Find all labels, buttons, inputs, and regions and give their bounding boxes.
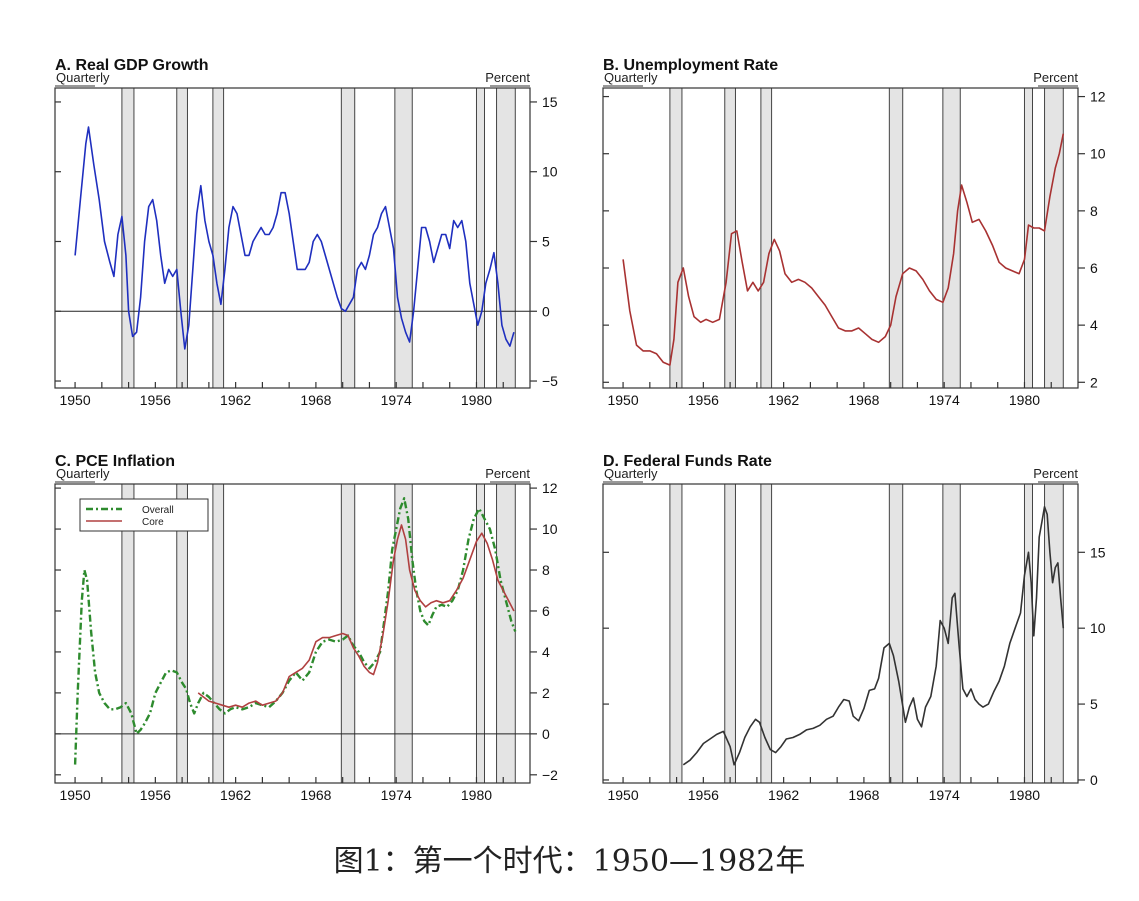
recession-band [942,87,961,389]
x-tick-label: 1980 [1009,392,1040,408]
plot-frame [602,87,1079,389]
panel-subtitle: Quarterly [604,466,658,481]
x-tick-label: 1974 [381,392,412,408]
panel-title: C. PCE Inflation [55,453,175,470]
x-tick-label: 1950 [59,787,90,803]
series-line-overall [73,497,517,765]
y-tick-label: 0 [1090,772,1098,788]
x-tick-label: 1950 [607,392,638,408]
x-tick-label: 1956 [688,787,719,803]
plot-frame [54,87,531,389]
panel-c-pce-inflation: 1950 1956 1962 1968 1974 1980 −2 0 2 4 6 8 10 12 C. PC… [54,453,558,803]
y-tick-label: 4 [542,644,550,660]
x-tick-label: 1968 [848,787,879,803]
panel-b-unemployment-rate: 1950 1956 1962 1968 1974 1980 2 4 6 8 10 12 B. Unemp… [602,57,1106,408]
units-label: Percent [1033,70,1078,85]
x-tick-label: 1962 [220,787,251,803]
x-tick-label: 1950 [607,787,638,803]
x-tick-label: 1956 [140,787,171,803]
y-tick-label: 10 [542,164,558,180]
recession-band [669,87,683,389]
x-tick-label: 1956 [688,392,719,408]
y-tick-label: −5 [542,373,558,389]
x-tick-label: 1974 [381,787,412,803]
recession-band [888,483,904,784]
y-tick-label: 15 [1090,544,1106,560]
x-tick-label: 1950 [59,392,90,408]
y-tick-label: 8 [542,562,550,578]
panel-title: D. Federal Funds Rate [603,453,772,470]
recession-band [760,87,773,389]
recession-band [669,483,683,784]
recession-band [212,483,225,784]
recession-band [1023,483,1034,784]
recession-band [496,483,516,784]
recession-band [724,87,736,389]
y-tick-label: 5 [542,233,550,249]
y-tick-label: 2 [542,685,550,701]
series-line-core [197,524,515,708]
panel-a-gdp-growth: 1950 1956 1962 1968 1974 1980 −5 0 5 10 15 A. Real … [54,57,558,408]
y-tick-label: 15 [542,94,558,110]
plot-frame [602,483,1079,784]
x-tick-label: 1980 [461,392,492,408]
x-tick-label: 1980 [461,787,492,803]
y-tick-label: 6 [1090,260,1098,276]
recession-band [760,483,773,784]
figure-caption: 图1：第一个时代：1950—1982年 [333,844,806,879]
units-label: Percent [1033,466,1078,481]
x-tick-label: 1962 [768,392,799,408]
y-tick-label: 2 [1090,374,1098,390]
recession-band [475,483,486,784]
x-tick-label: 1968 [300,392,331,408]
x-tick-label: 1962 [220,392,251,408]
y-tick-label: 5 [1090,696,1098,712]
series-line [682,506,1065,766]
series-line [74,126,515,350]
y-tick-label: 10 [542,521,558,537]
x-tick-label: 1974 [929,787,960,803]
y-tick-label: 4 [1090,317,1098,333]
y-tick-label: 12 [1090,89,1106,105]
recession-band [1023,87,1034,389]
recession-band [496,87,516,389]
panel-subtitle: Quarterly [56,70,110,85]
y-tick-label: 10 [1090,146,1106,162]
recession-band [1044,483,1064,784]
x-tick-label: 1974 [929,392,960,408]
y-tick-label: 0 [542,726,550,742]
units-label: Percent [485,70,530,85]
x-tick-label: 1968 [300,787,331,803]
legend-label-core: Core [142,517,164,528]
x-tick-label: 1962 [768,787,799,803]
y-tick-label: 10 [1090,620,1106,636]
panel-title: A. Real GDP Growth [55,57,209,74]
recession-band [888,87,904,389]
panel-title: B. Unemployment Rate [603,57,778,74]
y-tick-label: 8 [1090,203,1098,219]
y-tick-label: −2 [542,767,558,783]
figure-panels: 1950 1956 1962 1968 1974 1980 −5 0 5 10 15 A. Real … [54,57,1106,803]
recession-band [394,87,413,389]
y-tick-label: 12 [542,480,558,496]
x-tick-label: 1968 [848,392,879,408]
units-label: Percent [485,466,530,481]
panel-subtitle: Quarterly [56,466,110,481]
legend-label-overall: Overall [142,505,174,516]
panel-d-federal-funds-rate: 1950 1956 1962 1968 1974 1980 0 5 10 15 D. Federal… [602,453,1106,803]
y-tick-label: 6 [542,603,550,619]
x-tick-label: 1980 [1009,787,1040,803]
legend-box [79,498,209,532]
x-tick-label: 1956 [140,392,171,408]
recession-band [340,87,356,389]
y-tick-label: 0 [542,303,550,319]
plot-frame [54,483,531,784]
series-line [622,133,1065,366]
recession-band [212,87,225,389]
panel-subtitle: Quarterly [604,70,658,85]
recession-band [1044,87,1064,389]
recession-band [475,87,486,389]
